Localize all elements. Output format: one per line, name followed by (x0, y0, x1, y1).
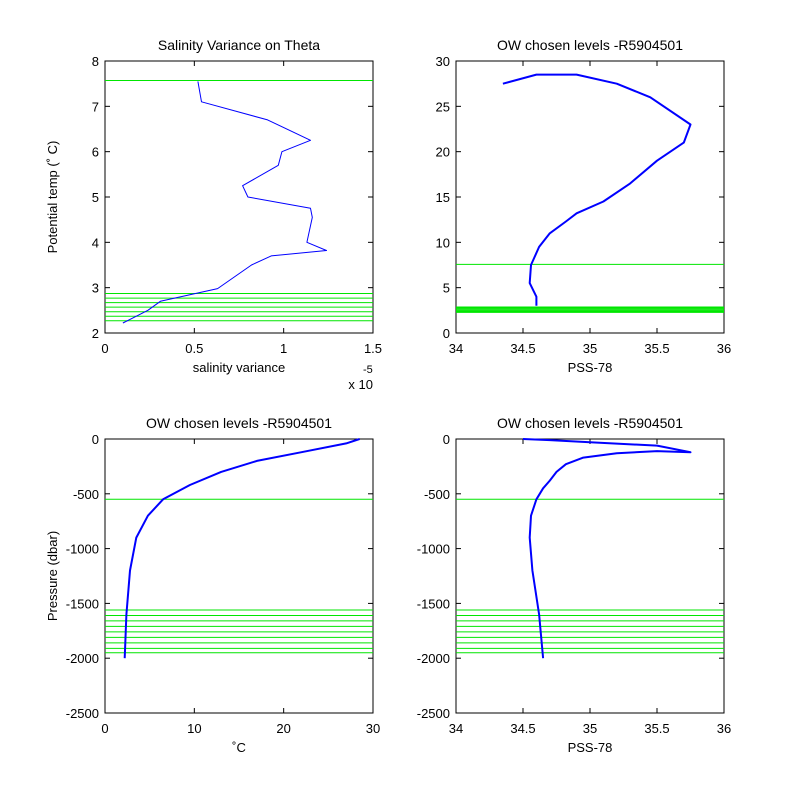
y-tick-label: -1500 (417, 596, 450, 611)
chart-2: 34 34.5 35 35.5 36 0 5 10 15 20 25 30 OW chosen leve… (436, 37, 732, 375)
chart-4: 34 34.5 35 35.5 36 -2500 -2000 -1500 -1000 -500 0 O… (417, 415, 731, 755)
chart-3: 0 10 20 30 -2500 -2000 -1500 -1000 -500 0 OW chose… (45, 415, 380, 755)
chart-1: 0 0.5 1 1.5 2 3 4 5 6 7 8 Salinity Variance on Thet… (45, 37, 382, 392)
y-tick-label: 0 (443, 326, 450, 341)
profile-line (522, 438, 692, 659)
x-tick-label: 0 (101, 341, 108, 356)
x-tick-label: 0 (101, 721, 108, 736)
y-tick-label: 7 (92, 99, 99, 114)
y-tick-label: 30 (436, 54, 450, 69)
y-tick-label: 6 (92, 145, 99, 160)
y-tick-label: -2000 (417, 651, 450, 666)
y-tick-label: 5 (443, 281, 450, 296)
y-tick-label: -2500 (66, 706, 99, 721)
x-axis-label: salinity variance (193, 360, 286, 375)
plot-frame (455, 60, 725, 334)
y-tick-label: -1000 (417, 542, 450, 557)
x-tick-label: 20 (276, 721, 290, 736)
x-tick-label: 36 (717, 341, 731, 356)
x-tick-label: 35.5 (644, 341, 669, 356)
chart-title: OW chosen levels -R5904501 (146, 415, 332, 431)
x-tick-label: 35 (583, 721, 597, 736)
y-tick-label: 15 (436, 190, 450, 205)
y-tick-label: 8 (92, 54, 99, 69)
y-tick-label: -500 (73, 487, 99, 502)
plot-frame (455, 438, 725, 714)
x-axis-label: PSS-78 (568, 360, 613, 375)
exponent-power: -5 (363, 364, 373, 376)
y-tick-label: 3 (92, 281, 99, 296)
y-tick-label: 20 (436, 145, 450, 160)
profile-line (502, 73, 692, 306)
plot-frame (104, 438, 374, 714)
y-axis-label: Potential temp (˚ C) (45, 141, 60, 254)
plot-frame (104, 60, 374, 334)
profile-line (122, 81, 327, 324)
x-tick-label: 34.5 (510, 721, 535, 736)
chart-title: OW chosen levels -R5904501 (497, 415, 683, 431)
x-tick-label: 0.5 (185, 341, 203, 356)
x-tick-label: 30 (366, 721, 380, 736)
x-tick-label: 34 (449, 341, 463, 356)
y-tick-label: -2500 (417, 706, 450, 721)
y-tick-label: 25 (436, 99, 450, 114)
x-tick-label: 1.5 (364, 341, 382, 356)
x-tick-label: 34 (449, 721, 463, 736)
chart-title: OW chosen levels -R5904501 (497, 37, 683, 53)
y-tick-label: -2000 (66, 651, 99, 666)
y-tick-label: -1000 (66, 542, 99, 557)
x-tick-label: 35 (583, 341, 597, 356)
y-tick-label: -500 (424, 487, 450, 502)
y-tick-label: 10 (436, 235, 450, 250)
chart-title: Salinity Variance on Theta (158, 37, 320, 53)
x-axis-label: PSS-78 (568, 740, 613, 755)
y-tick-label: 2 (92, 326, 99, 341)
profile-line (123, 438, 360, 659)
exponent-label: x 10 (348, 377, 373, 392)
y-tick-label: 4 (92, 235, 99, 250)
y-axis-label: Pressure (dbar) (45, 531, 60, 621)
y-tick-label: 0 (443, 432, 450, 447)
y-tick-label: 0 (92, 432, 99, 447)
y-tick-label: -1500 (66, 596, 99, 611)
x-tick-label: 34.5 (510, 341, 535, 356)
y-tick-label: 5 (92, 190, 99, 205)
x-axis-label: ˚C (232, 740, 246, 755)
x-tick-label: 10 (187, 721, 201, 736)
x-tick-label: 36 (717, 721, 731, 736)
x-tick-label: 35.5 (644, 721, 669, 736)
x-tick-label: 1 (280, 341, 287, 356)
